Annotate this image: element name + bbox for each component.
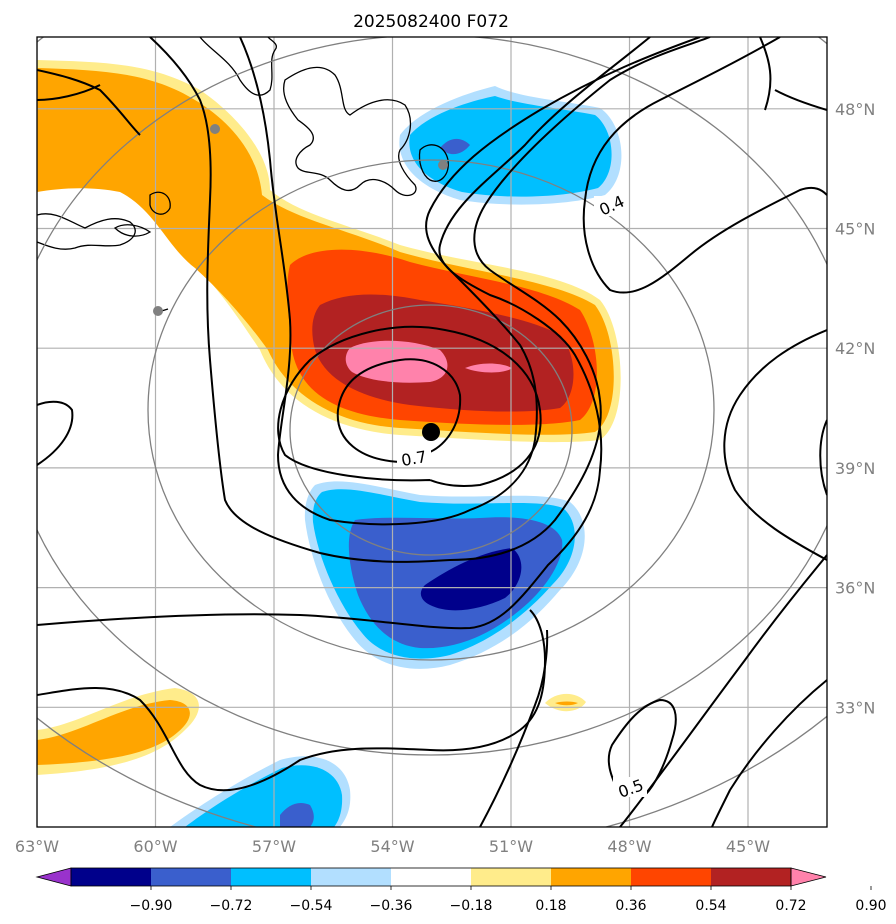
colorbar-tick-label: −0.18 bbox=[450, 898, 493, 914]
station-marker-w bbox=[153, 306, 163, 316]
filled-contours bbox=[37, 60, 622, 827]
colorbar-tick-label: −0.36 bbox=[370, 898, 413, 914]
y-tick-label: 33°N bbox=[835, 698, 875, 717]
colorbar-segment bbox=[231, 868, 311, 886]
fill-navy-s bbox=[420, 548, 522, 611]
contour-05-main bbox=[37, 37, 651, 630]
station-marker-ne bbox=[438, 160, 448, 170]
colorbar-segment bbox=[71, 868, 151, 886]
contour-label-group: 0.4 0.7 0.5 bbox=[397, 192, 647, 802]
y-tick-label: 48°N bbox=[835, 100, 875, 119]
colorbar-segment bbox=[711, 868, 791, 886]
y-tick-labels: 48°N 45°N 42°N 39°N 36°N 33°N bbox=[835, 100, 875, 717]
contour-04 bbox=[239, 37, 701, 526]
fill-blue-bottom bbox=[280, 803, 314, 827]
contour-label-bg-04 bbox=[594, 196, 628, 216]
colorbar-tick-label: 0.72 bbox=[775, 898, 806, 914]
colorbar-segment bbox=[311, 868, 391, 886]
y-tick-label: 39°N bbox=[835, 459, 875, 478]
fill-pink bbox=[345, 340, 448, 383]
map-frame bbox=[36, 36, 828, 828]
x-tick-label: 57°W bbox=[252, 837, 296, 856]
contour-east-4 bbox=[619, 554, 827, 827]
contour-west-small bbox=[37, 400, 74, 466]
contour-06 bbox=[277, 325, 542, 488]
fill-orange-small bbox=[555, 701, 578, 706]
y-tick-label: 36°N bbox=[835, 579, 875, 598]
fill-darkred bbox=[312, 294, 574, 412]
fill-pink-small bbox=[465, 363, 512, 373]
fill-orange-sw bbox=[37, 700, 190, 765]
contour-label-bg-07 bbox=[397, 447, 431, 467]
colorbar-segment bbox=[151, 868, 231, 886]
contour-05-north bbox=[149, 37, 711, 563]
colorbar-segment bbox=[551, 868, 631, 886]
coast-labrador bbox=[199, 37, 277, 96]
colorbar-tick-label: −0.72 bbox=[210, 898, 253, 914]
ring-3 bbox=[37, 37, 827, 756]
coast-cape-breton bbox=[149, 191, 171, 215]
contour-lines bbox=[37, 37, 827, 827]
colorbar-tick-label: 0.90 bbox=[855, 898, 886, 914]
x-tick-labels: 63°W 60°W 57°W 54°W 51°W 48°W 45°W bbox=[15, 837, 770, 856]
coast-pei bbox=[113, 224, 152, 237]
ring-1 bbox=[289, 304, 573, 556]
contour-07-inner bbox=[336, 358, 462, 463]
contour-east-2 bbox=[819, 419, 827, 496]
colorbar-segment bbox=[631, 868, 711, 886]
coastlines bbox=[37, 37, 449, 314]
contour-mid-east bbox=[759, 37, 772, 111]
contour-north-west bbox=[37, 69, 141, 136]
x-tick-label: 60°W bbox=[133, 837, 177, 856]
coast-nova-scotia bbox=[37, 213, 136, 250]
ring-2 bbox=[147, 159, 715, 661]
coast-avalon bbox=[418, 144, 449, 182]
colorbar-tick-label: 0.36 bbox=[615, 898, 646, 914]
contour-05-bottom bbox=[479, 629, 549, 827]
colorbar-extend-high bbox=[790, 867, 827, 887]
y-tick-label: 42°N bbox=[835, 339, 875, 358]
map-area: 0.4 0.7 0.5 bbox=[37, 37, 827, 827]
colorbar: −0.90 −0.72 −0.54 −0.36 −0.18 0.18 0.36 0.54 0.7… bbox=[35, 867, 887, 914]
colorbar-extend-low bbox=[35, 867, 72, 887]
colorbar-frame bbox=[70, 867, 792, 887]
x-tick-label: 63°W bbox=[15, 837, 59, 856]
colorbar-segment bbox=[471, 868, 551, 886]
range-rings bbox=[37, 37, 827, 827]
station-markers bbox=[153, 124, 448, 316]
colorbar-tick-label: 0.18 bbox=[535, 898, 566, 914]
contour-05-loop bbox=[607, 698, 677, 796]
contour-label-bg-05 bbox=[613, 777, 647, 797]
x-tick-label: 45°W bbox=[726, 837, 770, 856]
contour-sw bbox=[37, 609, 547, 792]
station-marker-nw bbox=[210, 124, 220, 134]
chart-title: 2025082400 F072 bbox=[353, 12, 509, 32]
x-tick-label: 51°W bbox=[489, 837, 533, 856]
contour-04-east bbox=[582, 37, 827, 294]
colorbar-segment bbox=[391, 868, 471, 886]
y-tick-label: 45°N bbox=[835, 220, 875, 239]
contour-label-07: 0.7 bbox=[400, 447, 428, 470]
contour-right-top bbox=[774, 89, 827, 111]
gridlines bbox=[37, 37, 827, 827]
colorbar-tick-label: −0.54 bbox=[290, 898, 333, 914]
coast-newfoundland bbox=[283, 66, 417, 197]
contour-north-west-2 bbox=[37, 84, 101, 101]
contour-east-1 bbox=[723, 329, 827, 561]
x-tick-label: 48°W bbox=[607, 837, 651, 856]
contour-east-3 bbox=[711, 679, 827, 827]
fill-blue-ne bbox=[440, 138, 470, 155]
storm-center-marker bbox=[422, 423, 440, 441]
x-tick-label: 54°W bbox=[370, 837, 414, 856]
colorbar-tick-label: 0.54 bbox=[695, 898, 726, 914]
colorbar-tick-label: −0.90 bbox=[130, 898, 173, 914]
